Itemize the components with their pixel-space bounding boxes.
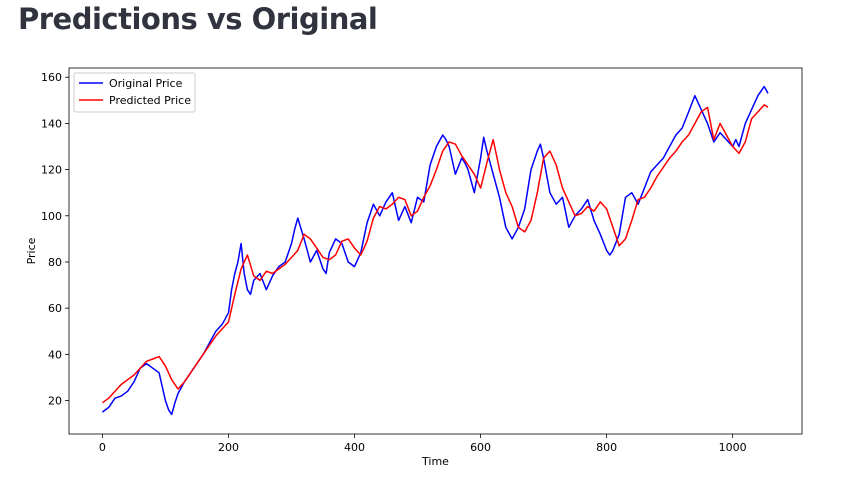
chart-container: 0 200 400 600 800 1000 20 40 60 80 100 120 140 160 T… xyxy=(0,50,862,492)
legend-box xyxy=(73,72,196,113)
x-tick-label: 400 xyxy=(344,441,365,454)
legend-label-original-price: Original Price xyxy=(109,77,183,90)
x-axis: 0 200 400 600 800 1000 xyxy=(99,434,747,454)
y-tick-label: 80 xyxy=(48,256,62,269)
y-tick-label: 120 xyxy=(41,164,62,177)
x-tick-label: 800 xyxy=(596,441,617,454)
series-line-original-price xyxy=(101,85,769,416)
y-tick-label: 160 xyxy=(41,71,62,84)
y-tick-label: 60 xyxy=(48,302,62,315)
x-tick-label: 0 xyxy=(99,441,106,454)
y-axis: 20 40 60 80 100 120 140 160 xyxy=(41,71,69,408)
series-layer xyxy=(101,85,769,416)
series-line-predicted-price xyxy=(101,104,769,404)
y-tick-label: 40 xyxy=(48,348,62,361)
line-chart: 0 200 400 600 800 1000 20 40 60 80 100 120 140 160 T… xyxy=(25,67,803,468)
legend: Original Price Predicted Price xyxy=(73,72,196,113)
x-tick-label: 1000 xyxy=(719,441,747,454)
y-tick-label: 140 xyxy=(41,117,62,130)
legend-label-predicted-price: Predicted Price xyxy=(109,94,191,107)
x-tick-label: 200 xyxy=(218,441,239,454)
page-title: Predictions vs Original xyxy=(18,2,378,36)
y-tick-label: 100 xyxy=(41,210,62,223)
y-axis-label: Price xyxy=(25,237,38,264)
y-tick-label: 20 xyxy=(48,395,62,408)
plot-area xyxy=(68,67,803,435)
x-tick-label: 600 xyxy=(470,441,491,454)
x-axis-label: Time xyxy=(421,455,449,468)
